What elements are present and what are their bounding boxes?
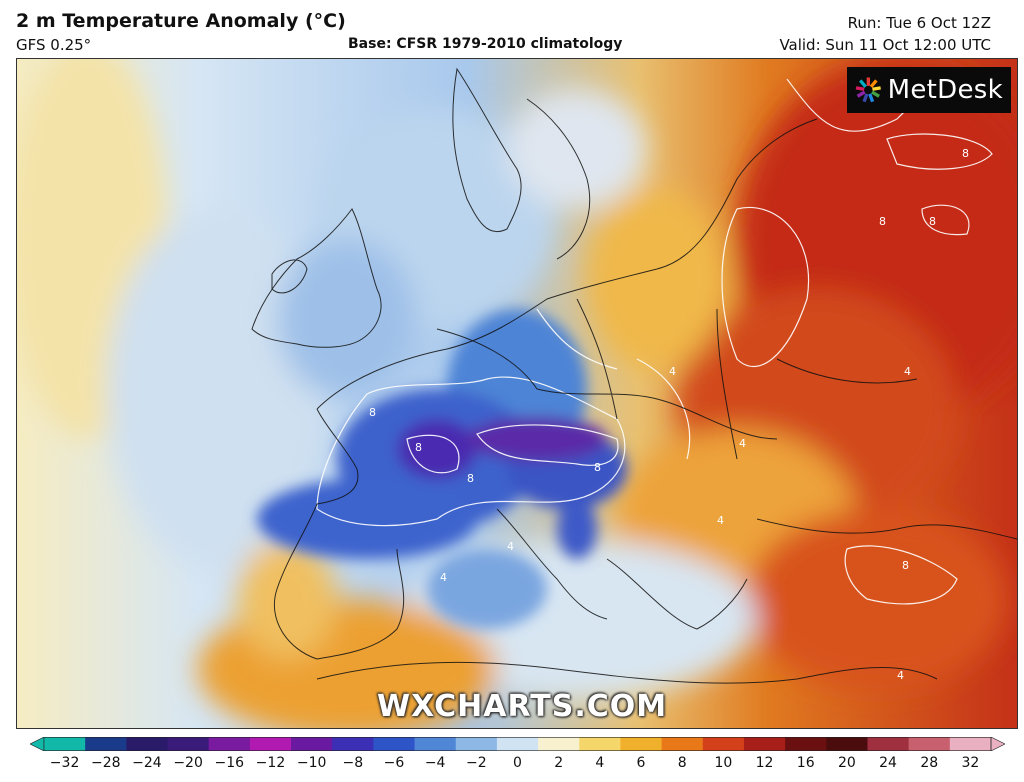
colorbar-border [43,737,992,751]
contour-label: 4 [904,365,911,378]
colorbar-tick-label: 28 [920,755,939,771]
colorbar-tick-label: −12 [255,755,286,771]
colorbar [30,737,1005,751]
contour-label: 8 [962,147,969,160]
logo-text: MetDesk [887,75,1003,105]
colorbar-segment [373,737,416,751]
metdesk-logo: MetDesk [847,67,1011,113]
colorbar-tick-label: 24 [879,755,897,771]
colorbar-min-arrow [30,737,45,751]
colorbar-segment [620,737,663,751]
contour-label: 8 [929,215,936,228]
colorbar-tick-label: −28 [90,755,121,771]
colorbar-tick-label: 12 [755,755,774,771]
colorbar-segment [44,737,86,751]
chart-title: 2 m Temperature Anomaly (°C) [16,10,346,32]
colorbar-segment [702,737,745,751]
contour-labels: 8 8 8 8 4 4 4 8 8 4 4 4 8 8 4 [369,147,969,682]
contour-label: 8 [369,406,376,419]
colorbar-segment [414,737,457,751]
contour-label: 4 [717,514,724,527]
contour-lines [316,68,993,605]
colorbar-segment [126,737,169,751]
valid-time-label: Valid: Sun 11 Oct 12:00 UTC [779,36,991,54]
colorbar-segment [291,737,333,751]
colorbar-segment [908,737,951,751]
temperature-anomaly-map[interactable]: 8 8 8 8 4 4 4 8 8 4 4 4 8 8 4 [16,58,1018,729]
contour-label: 8 [415,441,422,454]
contour-label: 4 [897,669,904,682]
colorbar-tick-label: −20 [173,755,203,771]
contour-label: 8 [902,559,909,572]
contour-label: 4 [440,571,447,584]
run-time-label: Run: Tue 6 Oct 12Z [847,14,991,32]
colorbar-tick-label: −32 [49,755,80,771]
contour-label: 4 [739,437,746,450]
colorbar-segment [496,737,539,751]
colorbar-segment [167,737,210,751]
colorbar-tick-label: 32 [961,755,980,771]
colorbar-segment [85,737,127,751]
contour-label: 4 [669,365,676,378]
colorbar-labels: −32 −28 −24 −20 −16 −12 −10 −8 −6 −4 −2 0 2 4 6 8 10 12 16… [0,755,1024,779]
colorbar-segment [455,737,498,751]
colorbar-tick-label: 20 [837,755,856,771]
colorbar-tick-label: −8 [342,755,364,771]
watermark: WXCHARTS.COM [377,689,668,724]
contour-label: 8 [594,461,601,474]
colorbar-tick-label: 2 [554,755,564,771]
colorbar-tick-label: 0 [513,755,522,771]
contour-label: 8 [879,215,886,228]
colorbar-tick-label: 8 [677,755,687,771]
colorbar-segment [579,737,621,751]
colorbar-segment [249,737,292,751]
colorbar-tick-label: −16 [214,755,245,771]
map-canvas: 8 8 8 8 4 4 4 8 8 4 4 4 8 8 4 [17,59,1017,728]
colorbar-segment [785,737,827,751]
contour-label: 4 [507,540,514,553]
coastlines-borders [251,67,1017,684]
colorbar-tick-label: −2 [465,755,487,771]
colorbar-tick-label: 4 [595,755,605,771]
contour-label: 8 [467,472,474,485]
colorbar-segment [661,737,704,751]
colorbar-segment [538,737,580,751]
sunburst-icon [855,77,881,103]
colorbar-tick-label: −4 [424,755,446,771]
base-climatology-label: Base: CFSR 1979-2010 climatology [348,36,623,52]
colorbar-segment [867,737,910,751]
colorbar-tick-label: 16 [796,755,815,771]
colorbar-segment [949,737,992,751]
colorbar-segment [826,737,868,751]
colorbar-tick-label: 6 [636,755,646,771]
colorbar-tick-label: 10 [714,755,733,771]
colorbar-segment [332,737,374,751]
colorbar-segment [743,737,786,751]
colorbar-tick-label: −6 [383,755,405,771]
model-label: GFS 0.25° [16,36,92,54]
colorbar-tick-label: −24 [132,755,162,771]
colorbar-max-arrow [990,737,1005,751]
colorbar-segment [208,737,251,751]
colorbar-tick-label: −10 [296,755,327,771]
